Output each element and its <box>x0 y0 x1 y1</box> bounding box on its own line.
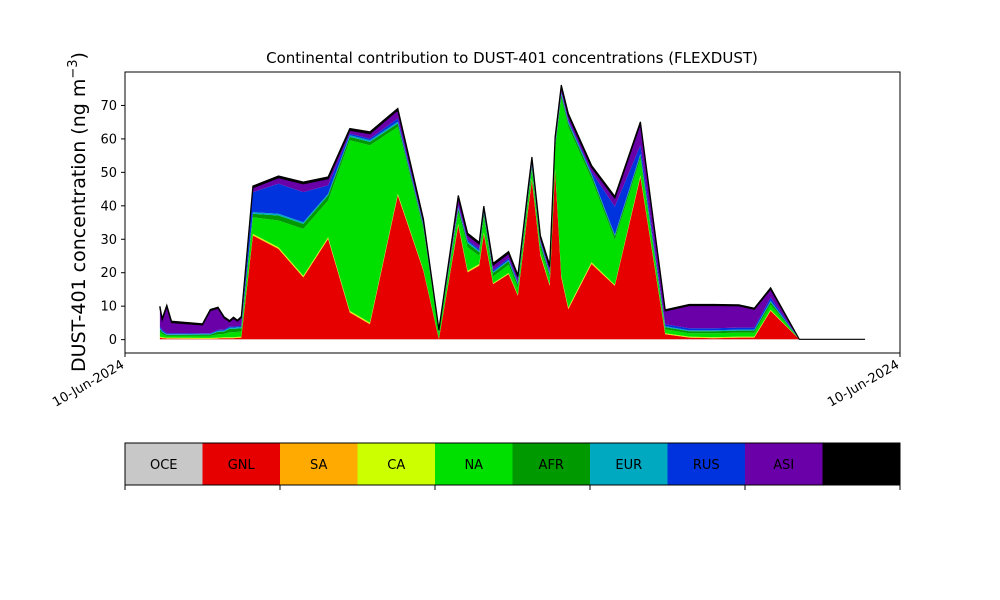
legend-swatch-aus <box>822 443 900 485</box>
y-tick-label: 20 <box>100 266 117 281</box>
legend-swatch-na <box>435 443 513 485</box>
plot-frame <box>124 71 901 354</box>
y-tick-label: 60 <box>100 132 117 147</box>
legend-colorbar: OCE GNL SA CA NA AFR EUR RUS ASI AUS <box>124 442 901 490</box>
y-tick-label: 70 <box>100 99 117 114</box>
area-rus <box>159 91 866 340</box>
legend-label-eur: EUR <box>615 458 642 473</box>
y-axis-label-end: ) <box>68 52 90 59</box>
legend-swatch-rus <box>667 443 745 485</box>
y-tick-label: 0 <box>109 333 117 348</box>
legend-swatch-gnl <box>202 443 280 485</box>
legend-label-gnl: GNL <box>228 458 256 473</box>
legend-swatch-eur <box>590 443 668 485</box>
legend-label-sa: SA <box>310 458 327 473</box>
y-axis-label-main: DUST-401 concentration (ng m <box>68 79 90 372</box>
legend-label-asi: ASI <box>773 458 794 473</box>
y-tick-label: 30 <box>100 233 117 248</box>
legend-label-oce: OCE <box>150 458 178 473</box>
legend-label-ca: CA <box>387 458 405 473</box>
legend-label-aus: AUS <box>848 458 875 473</box>
legend-label-afr: AFR <box>539 458 564 473</box>
x-tick-label: 10-Jun-2024 <box>825 357 902 410</box>
y-axis: 0 10 20 30 40 50 60 70 <box>100 99 125 348</box>
y-tick-label: 50 <box>100 166 117 181</box>
x-axis: 10-Jun-2024 10-Jun-2024 <box>50 353 902 410</box>
y-axis-label: DUST-401 concentration (ng m−3) <box>66 52 90 372</box>
stacked-areas <box>159 84 866 340</box>
legend-swatch-afr <box>512 443 590 485</box>
y-tick-label: 40 <box>100 199 117 214</box>
y-tick-label: 10 <box>100 300 117 315</box>
legend-swatch-sa <box>280 443 358 485</box>
legend-swatch-oce <box>125 443 203 485</box>
legend-frame <box>124 442 901 486</box>
legend-swatch-ca <box>357 443 435 485</box>
chart-title: Continental contribution to DUST-401 con… <box>266 49 758 67</box>
area-gnl <box>159 170 866 340</box>
legend-swatch-asi <box>745 443 823 485</box>
y-axis-label-exponent: −3 <box>66 59 81 78</box>
legend-label-rus: RUS <box>693 458 720 473</box>
area-aus <box>159 84 866 340</box>
legend-label-na: NA <box>464 458 483 473</box>
